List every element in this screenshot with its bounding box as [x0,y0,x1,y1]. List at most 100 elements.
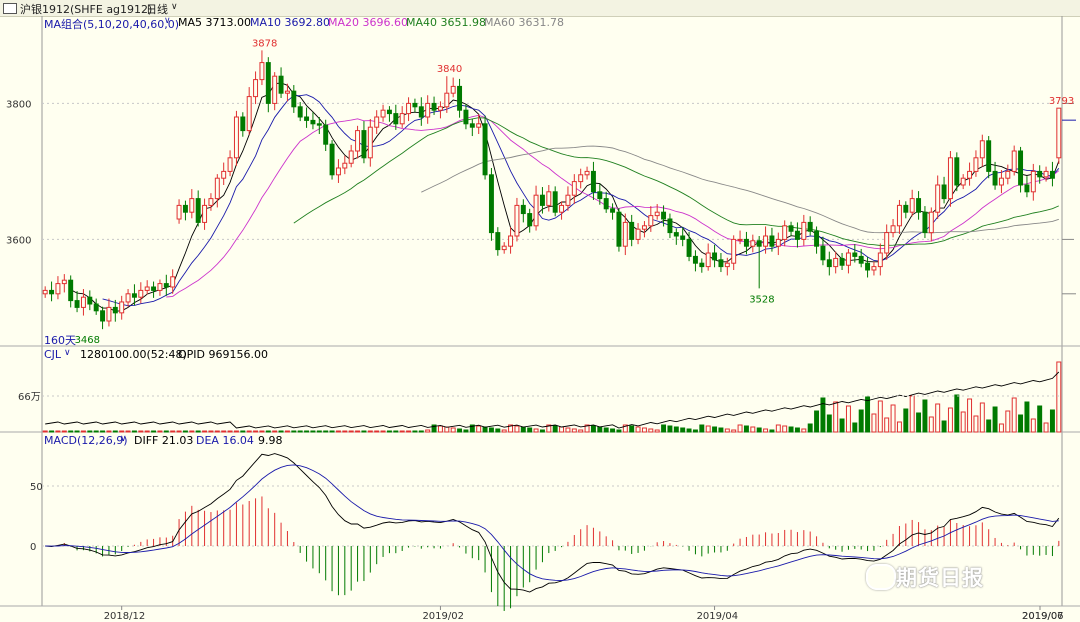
ma40-value: MA40 3651.98 [406,16,486,29]
volume-bar [705,425,711,433]
price-tick-label: 3800 [6,99,31,110]
volume-bar [527,427,533,433]
candle-body [221,170,227,179]
volume-bar [756,427,762,433]
chevron-down-icon[interactable]: ∨ [64,348,71,358]
volume-bar [833,401,839,433]
ma40-line [293,117,1059,246]
volume-bar [712,426,718,433]
volume-bar [393,430,399,433]
candle-body [680,235,686,240]
volume-bar [195,430,201,433]
candle-body [858,255,864,264]
candle-body [769,235,775,247]
candle-body [622,221,628,247]
volume-bar [406,430,412,433]
volume-bar [884,417,890,433]
volume-bar [858,409,864,433]
volume-bar [284,430,290,433]
volume-bar [903,408,909,433]
volume-bar [112,430,118,433]
period-label[interactable]: 日线 [146,3,168,16]
candle-body [533,194,539,227]
macd-label[interactable]: MACD(12,26,9) [44,434,128,447]
candle-body [125,293,131,303]
volume-bar [297,430,303,433]
volume-bar [425,429,431,433]
volume-bar [208,430,214,433]
volume-bar [865,396,871,433]
volume-bar [928,416,934,433]
volume-bar [890,404,896,433]
window-icon [3,3,17,14]
macd-value: 9.98 [258,434,283,447]
volume-bar [610,428,616,433]
volume-bar [539,429,545,433]
candle-body [272,75,278,104]
candle-body [100,310,106,322]
candle-body [552,191,558,213]
candle-body [967,170,973,179]
volume-bar [667,425,673,433]
candle-body [291,90,297,108]
chevron-down-icon[interactable]: ∨ [164,16,171,26]
candle-body [80,296,86,308]
candle-body [916,198,922,213]
volume-bar [482,426,488,433]
candle-body [208,198,214,206]
candle-body [1024,184,1030,193]
chevron-down-icon[interactable]: ∨ [171,2,178,12]
ma5-value: MA5 3713.00 [178,16,251,29]
candle-body [571,181,577,196]
volume-bar [922,399,928,433]
ma-group-label[interactable]: MA组合(5,10,20,40,60,0) [44,18,180,31]
cjl-label[interactable]: CJL [44,348,62,361]
ma60-line [421,145,1059,234]
candle-body [826,259,832,268]
candle-body [335,167,341,176]
candle-body [476,123,482,128]
volume-bar [246,430,252,433]
candle-body [546,191,552,206]
volume-bar [144,430,150,433]
volume-bar [508,424,514,433]
date-tick-label: 2019/04 [697,611,739,622]
volume-bar [514,425,520,433]
candle-body [457,85,463,111]
volume-bar [935,403,941,433]
candle-body [323,124,329,145]
macd-tick-label: 0 [30,542,36,553]
candle-body [998,177,1004,186]
volume-bar [55,430,61,433]
candle-body [253,79,259,98]
volume-bar [546,424,552,433]
candle-body [386,109,392,115]
candle-body [743,238,749,247]
candle-body [240,116,246,132]
contract-label[interactable]: 沪银1912(SHFE ag1912) [20,3,153,16]
volume-bar [131,430,137,433]
volume-bar [584,424,590,433]
candle-body [565,194,571,206]
volume-bar [807,423,813,433]
candle-body [814,230,820,247]
volume-bar [42,430,48,433]
volume-bar [437,425,443,433]
candle-body [163,283,169,288]
candle-body [278,75,284,94]
candle-body [170,276,176,288]
volume-bar [814,410,820,433]
chevron-down-icon[interactable]: ∨ [120,434,127,444]
volume-bar [1043,422,1049,433]
volume-bar [877,400,883,433]
volume-bar [775,424,781,433]
candle-body [157,283,163,291]
volume-bar [304,430,310,433]
candle-body [495,232,501,251]
candle-body [304,116,310,121]
volume-bar [265,430,271,433]
volume-bar [1037,405,1043,433]
volume-bar [629,425,635,433]
candle-body [712,252,718,261]
